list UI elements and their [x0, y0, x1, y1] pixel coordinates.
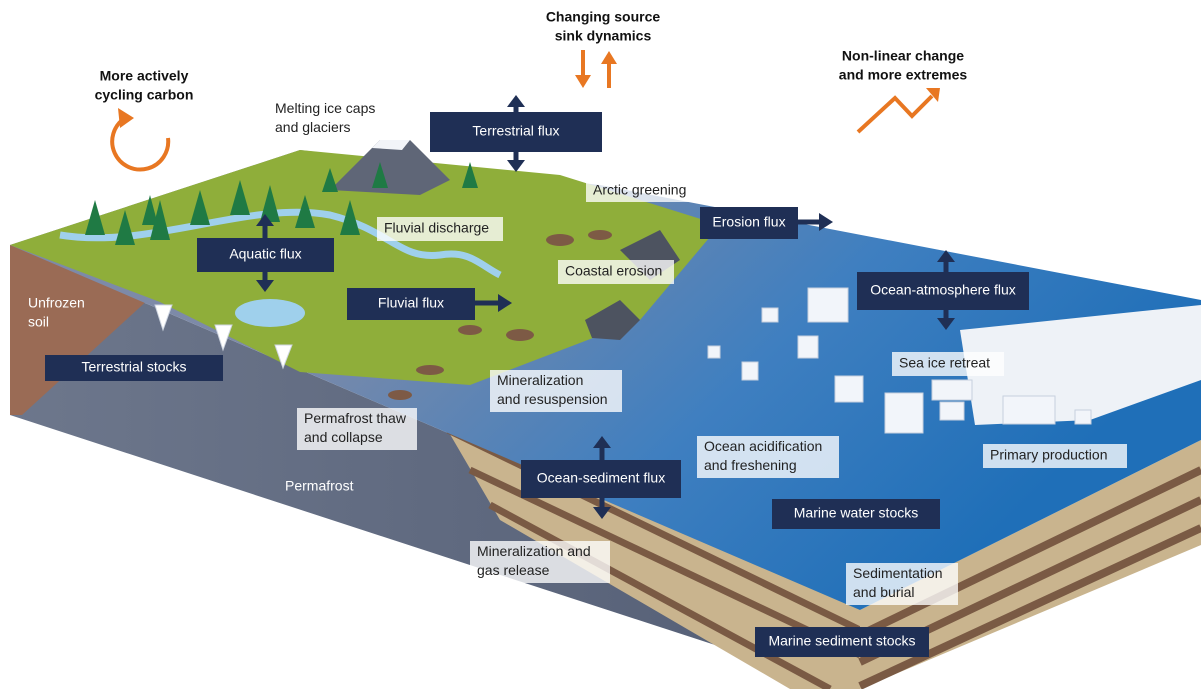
light-label-box	[983, 444, 1127, 468]
light-label-box	[377, 217, 503, 241]
process-label: and burial	[853, 584, 915, 600]
process-label: gas release	[477, 562, 550, 578]
soil-label: soil	[28, 314, 49, 330]
dark-label-box	[347, 288, 475, 320]
arrowhead	[256, 214, 274, 226]
arrowhead	[937, 250, 955, 262]
process-label: Sea ice retreat	[899, 355, 990, 371]
arrowhead	[498, 294, 512, 312]
dark-label-box	[700, 207, 798, 239]
arrowhead	[819, 213, 833, 231]
block	[10, 140, 1201, 689]
trend-label: More actively	[100, 68, 189, 84]
flux-label: Ocean-sediment flux	[537, 470, 665, 486]
flux-label: Terrestrial flux	[472, 123, 559, 139]
arrowhead	[593, 436, 611, 448]
dark-label-box	[772, 499, 940, 529]
dark-label-box	[430, 112, 602, 152]
process-label: Ocean acidification	[704, 438, 822, 454]
dark-label-box	[45, 355, 223, 381]
trend-icons	[110, 50, 940, 172]
flux-label: Marine sediment stocks	[768, 633, 915, 649]
process-label: Arctic greening	[593, 182, 686, 198]
flux-label: Fluvial flux	[378, 295, 444, 311]
flux-label: Ocean-atmosphere flux	[870, 282, 1016, 298]
process-label: Fluvial discharge	[384, 220, 489, 236]
light-label-box	[892, 352, 1004, 376]
process-label: Mineralization	[497, 372, 583, 388]
process-label: and freshening	[704, 457, 797, 473]
arrowhead	[937, 318, 955, 330]
trend-label: and more extremes	[839, 67, 968, 83]
flux-label: Aquatic flux	[229, 246, 301, 262]
trend-label: cycling carbon	[95, 87, 194, 103]
arrowhead	[256, 280, 274, 292]
process-label: Melting ice caps	[275, 100, 375, 116]
process-label: and collapse	[304, 429, 383, 445]
arrowhead	[593, 507, 611, 519]
light-label-box	[490, 370, 622, 412]
light-label-box	[697, 436, 839, 478]
trend-label: Non-linear change	[842, 48, 964, 64]
light-label-box	[297, 408, 417, 450]
process-label: Coastal erosion	[565, 263, 662, 279]
light-label-box	[558, 260, 674, 284]
dark-label-box	[857, 272, 1029, 310]
flux-label: Terrestrial stocks	[81, 359, 186, 375]
process-label: and resuspension	[497, 391, 608, 407]
light-label-box	[268, 98, 380, 140]
light-label-box	[586, 180, 698, 202]
process-label: Mineralization and	[477, 543, 591, 559]
arrowhead	[507, 160, 525, 172]
trend-label: sink dynamics	[555, 28, 652, 44]
light-label-box	[470, 541, 610, 583]
process-label: Permafrost thaw	[304, 410, 407, 426]
dark-label-box	[197, 238, 334, 272]
flux-label: Erosion flux	[712, 214, 785, 230]
arrowhead	[507, 95, 525, 107]
dark-label-box	[755, 627, 929, 657]
dark-label-box	[521, 460, 681, 498]
light-label-box	[846, 563, 958, 605]
process-label: Primary production	[990, 447, 1108, 463]
soil-label: Unfrozen	[28, 295, 85, 311]
flux-label: Marine water stocks	[794, 505, 918, 521]
process-label: Sedimentation	[853, 565, 943, 581]
trend-label: Changing source	[546, 9, 661, 25]
soil-label: Permafrost	[285, 478, 354, 494]
process-label: and glaciers	[275, 119, 351, 135]
